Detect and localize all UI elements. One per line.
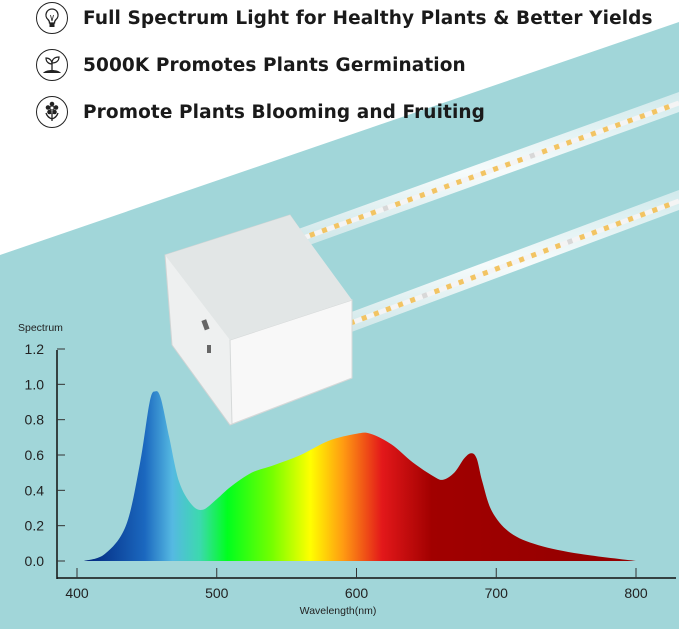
y-tick-label: 1.2	[25, 341, 45, 357]
feature-item: Promote Plants Blooming and Fruiting	[36, 95, 485, 129]
spectrum-area	[83, 391, 637, 561]
x-tick-label: 400	[65, 585, 89, 601]
x-tick-label: 700	[485, 585, 509, 601]
y-tick-label: 0.8	[25, 412, 45, 428]
x-tick-label: 500	[205, 585, 229, 601]
x-tick-label: 600	[345, 585, 369, 601]
y-tick-label: 0.6	[25, 447, 45, 463]
y-axis-label: Spectrum	[18, 322, 63, 334]
y-tick-label: 0.4	[25, 482, 45, 498]
feature-text: Promote Plants Blooming and Fruiting	[83, 101, 486, 123]
light-tube	[290, 92, 679, 252]
light-tube	[330, 190, 679, 340]
feature-text: Full Spectrum Light for Healthy Plants &…	[83, 7, 653, 29]
feature-text: 5000K Promotes Plants Germination	[83, 54, 466, 76]
flower-icon	[36, 96, 68, 128]
light-fixture-housing	[164, 214, 353, 426]
spectrum-chart: Spectrum 0.0 0.2 0.4 0.6 0.8 1.0 1.2 400 500 600…	[18, 322, 676, 617]
sprout-icon	[36, 49, 68, 81]
y-tick-label: 0.0	[25, 553, 45, 569]
y-tick-label: 0.2	[25, 518, 45, 534]
feature-item: Full Spectrum Light for Healthy Plants &…	[36, 1, 653, 35]
feature-item: 5000K Promotes Plants Germination	[36, 48, 466, 82]
x-axis-label: Wavelength(nm)	[300, 605, 377, 617]
x-tick-label: 800	[624, 585, 648, 601]
light-bulb-icon	[36, 2, 68, 34]
y-tick-label: 1.0	[25, 376, 45, 392]
